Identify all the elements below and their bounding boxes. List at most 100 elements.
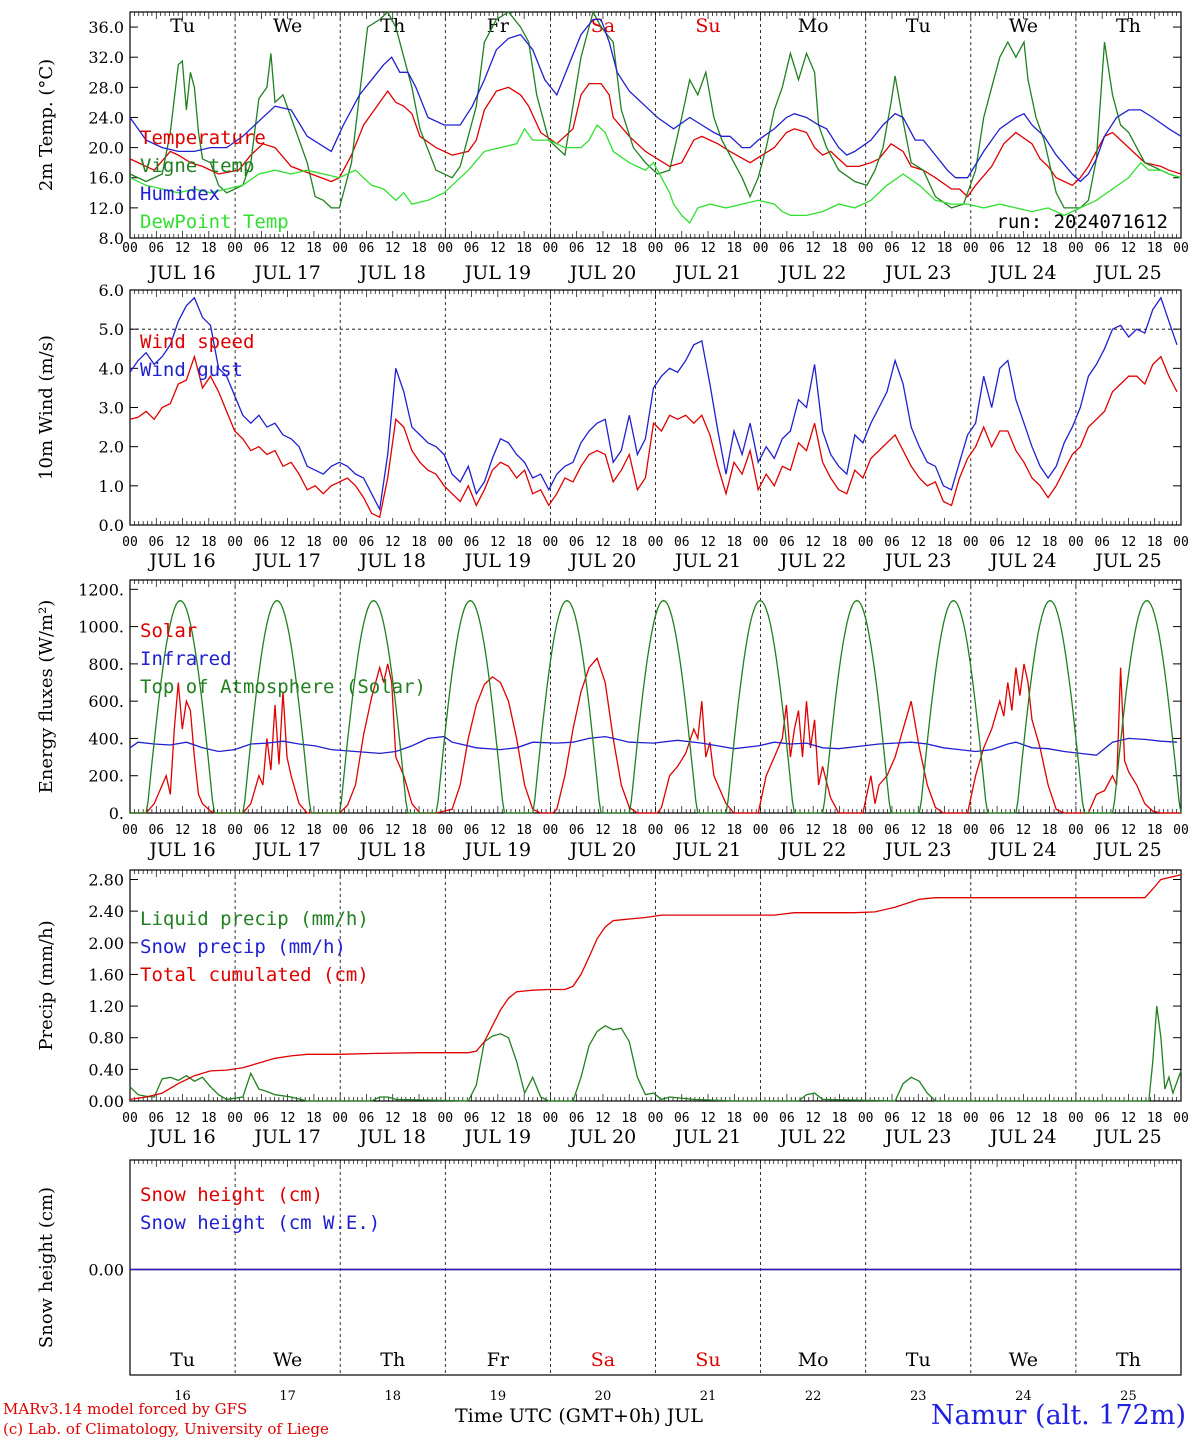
hour-tick-label: 18	[937, 535, 953, 550]
date-label: JUL 22	[778, 1126, 846, 1148]
y-axis-label: Energy fluxes (W/m²)	[36, 600, 57, 794]
hour-tick-label: 12	[1016, 823, 1032, 838]
series-line-dewpoint-temp	[129, 123, 1182, 224]
hour-tick-label: 00	[122, 535, 138, 550]
hour-tick-label: 06	[148, 535, 164, 550]
hour-tick-label: 18	[1147, 241, 1163, 256]
day-number-label: 25	[1120, 1389, 1137, 1404]
series-line-wind-gust	[129, 296, 1178, 512]
hour-tick-label: 06	[779, 535, 795, 550]
y-axis-label: 2m Temp. (°C)	[36, 59, 57, 191]
date-label: JUL 21	[673, 839, 741, 861]
hour-tick-label: 06	[1094, 241, 1110, 256]
date-label: JUL 22	[778, 550, 846, 572]
hour-tick-label: 00	[963, 823, 979, 838]
hour-tick-label: 06	[569, 1111, 585, 1126]
hour-tick-label: 18	[726, 1111, 742, 1126]
hour-tick-label: 00	[753, 241, 769, 256]
y-tick-label: 4.0	[99, 359, 124, 378]
date-label: JUL 17	[252, 1126, 320, 1148]
series-line-humidex	[129, 18, 1182, 183]
hour-tick-label: 00	[332, 535, 348, 550]
hour-tick-label: 12	[385, 535, 401, 550]
day-number-label: 18	[384, 1389, 401, 1404]
hour-tick-label: 06	[359, 823, 375, 838]
date-label: JUL 25	[1093, 550, 1161, 572]
legend-entry: Snow height (cm W.E.)	[140, 1212, 380, 1234]
date-label: JUL 20	[568, 550, 636, 572]
legend-entry: Humidex	[140, 183, 220, 205]
hour-tick-label: 12	[175, 535, 191, 550]
hour-tick-label: 12	[175, 823, 191, 838]
hour-tick-label: 18	[306, 1111, 322, 1126]
y-tick-label: 3.0	[99, 399, 124, 418]
hour-tick-label: 06	[464, 1111, 480, 1126]
y-tick-label: 400.	[88, 729, 124, 748]
hour-tick-label: 12	[1016, 1111, 1032, 1126]
date-label: JUL 18	[358, 262, 426, 284]
series-line-top-of-atmosphere-solar	[130, 599, 1182, 814]
date-label: JUL 16	[147, 262, 215, 284]
hour-tick-label: 00	[543, 1111, 559, 1126]
hour-tick-label: 12	[175, 241, 191, 256]
y-tick-label: 16.0	[88, 169, 124, 188]
hour-tick-label: 18	[726, 535, 742, 550]
weekday-label: Tu	[906, 1349, 931, 1371]
series-line-solar	[130, 657, 1181, 814]
date-label: JUL 23	[883, 839, 951, 861]
hour-tick-label: 12	[805, 535, 821, 550]
hour-tick-label: 00	[332, 241, 348, 256]
weekday-label: We	[273, 15, 302, 37]
hour-tick-label: 06	[359, 241, 375, 256]
y-axis-label: Snow height (cm)	[36, 1187, 57, 1348]
legend-entry: Total cumulated (cm)	[140, 964, 369, 986]
date-label: JUL 25	[1093, 1126, 1161, 1148]
hour-tick-label: 18	[1042, 823, 1058, 838]
hour-tick-label: 12	[595, 1111, 611, 1126]
hour-tick-label: 12	[595, 823, 611, 838]
hour-tick-label: 00	[1173, 241, 1189, 256]
hour-tick-label: 18	[1042, 241, 1058, 256]
hour-tick-label: 00	[543, 535, 559, 550]
legend-entry: Top of Atmosphere (Solar)	[140, 676, 426, 698]
date-label: JUL 23	[883, 550, 951, 572]
hour-tick-label: 00	[227, 1111, 243, 1126]
hour-tick-label: 00	[858, 241, 874, 256]
date-label: JUL 18	[358, 1126, 426, 1148]
hour-tick-label: 00	[858, 535, 874, 550]
y-tick-label: 2.40	[88, 902, 124, 921]
hour-tick-label: 12	[385, 1111, 401, 1126]
date-label: JUL 25	[1093, 262, 1161, 284]
y-tick-label: 2.00	[88, 934, 124, 953]
hour-tick-label: 00	[648, 535, 664, 550]
hour-tick-label: 12	[1121, 1111, 1137, 1126]
date-label: JUL 17	[252, 839, 320, 861]
hour-tick-label: 18	[306, 823, 322, 838]
hour-tick-label: 18	[516, 823, 532, 838]
day-number-label: 19	[490, 1389, 507, 1404]
date-label: JUL 19	[463, 1126, 531, 1148]
hour-tick-label: 00	[753, 1111, 769, 1126]
hour-tick-label: 06	[989, 823, 1005, 838]
hour-tick-label: 00	[227, 535, 243, 550]
hour-tick-label: 18	[516, 1111, 532, 1126]
day-number-label: 17	[279, 1389, 296, 1404]
hour-tick-label: 12	[700, 535, 716, 550]
y-tick-label: 5.0	[99, 320, 124, 339]
weekday-label: Th	[1116, 15, 1141, 37]
day-number-label: 23	[910, 1389, 927, 1404]
series-line-liquid-precip-mm-h	[129, 1006, 1182, 1102]
series-line-wind-speed	[129, 354, 1178, 519]
date-label: JUL 19	[463, 839, 531, 861]
hour-tick-label: 00	[437, 535, 453, 550]
hour-tick-label: 06	[884, 241, 900, 256]
date-label: JUL 23	[883, 1126, 951, 1148]
hour-tick-label: 12	[1016, 535, 1032, 550]
hour-tick-label: 12	[175, 1111, 191, 1126]
hour-tick-label: 18	[306, 535, 322, 550]
hour-tick-label: 12	[280, 535, 296, 550]
hour-tick-label: 18	[937, 1111, 953, 1126]
legend-entry: Wind gust	[140, 359, 243, 381]
hour-tick-label: 00	[437, 1111, 453, 1126]
date-label: JUL 25	[1093, 839, 1161, 861]
